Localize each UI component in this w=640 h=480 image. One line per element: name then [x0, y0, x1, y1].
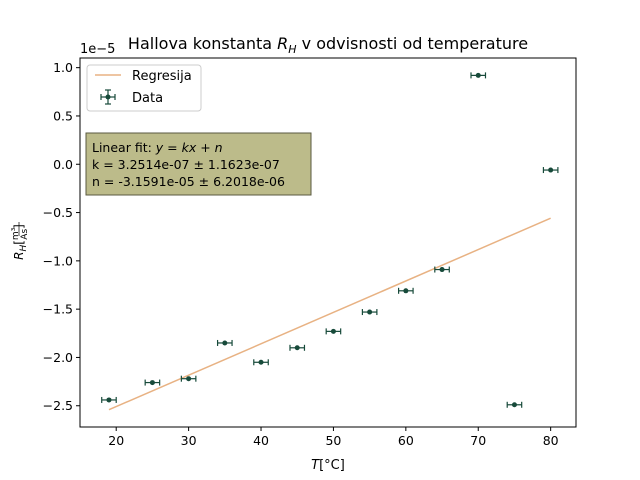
- data-marker: [511, 402, 517, 408]
- y-tick-label: 1.0: [53, 60, 73, 75]
- data-point: [506, 401, 523, 408]
- regression-line: [108, 217, 551, 411]
- data-marker: [439, 267, 445, 273]
- regression-line-layer: [108, 217, 551, 411]
- data-marker: [330, 328, 336, 334]
- data-marker: [222, 340, 228, 346]
- y-tick-label: 0.5: [53, 108, 73, 123]
- legend-data-swatch: [100, 89, 116, 105]
- data-point: [397, 287, 414, 294]
- data-marker: [403, 288, 409, 294]
- data-point: [101, 396, 117, 403]
- plot-area: [80, 58, 576, 427]
- fit-annotation-box: [85, 132, 312, 196]
- axes-frame: [79, 57, 577, 428]
- data-point: [470, 72, 487, 79]
- x-tick-label: 60: [398, 433, 414, 448]
- data-point: [325, 328, 342, 335]
- legend-data-label: Data: [132, 91, 163, 106]
- data-marker: [367, 309, 373, 315]
- data-marker: [106, 397, 112, 403]
- data-point: [216, 339, 233, 346]
- legend-regression-label: Regresija: [132, 69, 192, 84]
- data-marker: [294, 345, 300, 351]
- data-point: [434, 266, 450, 273]
- x-axis-label: T[°C]: [311, 458, 345, 473]
- fit-annotation-line3: n = -3.1591e-05 ± 6.2018e-06: [92, 174, 285, 189]
- chart-title: Hallova konstanta RH v odvisnosti od tem…: [128, 34, 528, 56]
- y-tick-label: 0.0: [53, 157, 73, 172]
- x-tick-label: 50: [325, 433, 341, 448]
- y-tick-label: −1.0: [43, 253, 73, 268]
- fit-annotation-line1: Linear fit: y = kx + n: [92, 140, 223, 155]
- fit-annotation: Linear fit: y = kx + n k = 3.2514e-07 ± …: [85, 132, 312, 196]
- y-offset-label: 1e−5: [80, 42, 115, 57]
- data-marker: [548, 167, 554, 173]
- x-tick-label: 30: [181, 433, 197, 448]
- legend: Regresija Data: [86, 64, 202, 112]
- x-tick-label: 20: [108, 433, 124, 448]
- x-tick-label: 40: [253, 433, 269, 448]
- data-point: [180, 375, 197, 382]
- data-point: [253, 359, 269, 366]
- data-points-layer: [101, 72, 559, 408]
- data-point: [144, 379, 161, 386]
- data-marker: [186, 376, 192, 382]
- svg-text:RH[m³As]: RH[m³As]: [11, 224, 30, 260]
- data-point: [542, 167, 559, 174]
- x-tick-label: 70: [470, 433, 486, 448]
- data-point: [289, 344, 306, 351]
- data-point: [361, 309, 378, 316]
- y-tick-label: −2.5: [43, 398, 73, 413]
- y-tick-label: −1.5: [43, 302, 73, 317]
- y-tick-label: −0.5: [43, 205, 73, 220]
- axis-ticks: 20 30 40 50 60 70 80 1.0 0.5 0.0 −0.5 −1.0 −1.5 −2.0 −…: [43, 60, 559, 448]
- data-marker: [258, 359, 264, 365]
- data-marker: [149, 380, 155, 386]
- fit-annotation-line2: k = 3.2514e-07 ± 1.1623e-07: [92, 157, 280, 172]
- x-tick-label: 80: [543, 433, 559, 448]
- y-axis-label: RH[m³As]: [11, 222, 30, 260]
- data-marker: [475, 72, 481, 78]
- y-tick-label: −2.0: [43, 350, 73, 365]
